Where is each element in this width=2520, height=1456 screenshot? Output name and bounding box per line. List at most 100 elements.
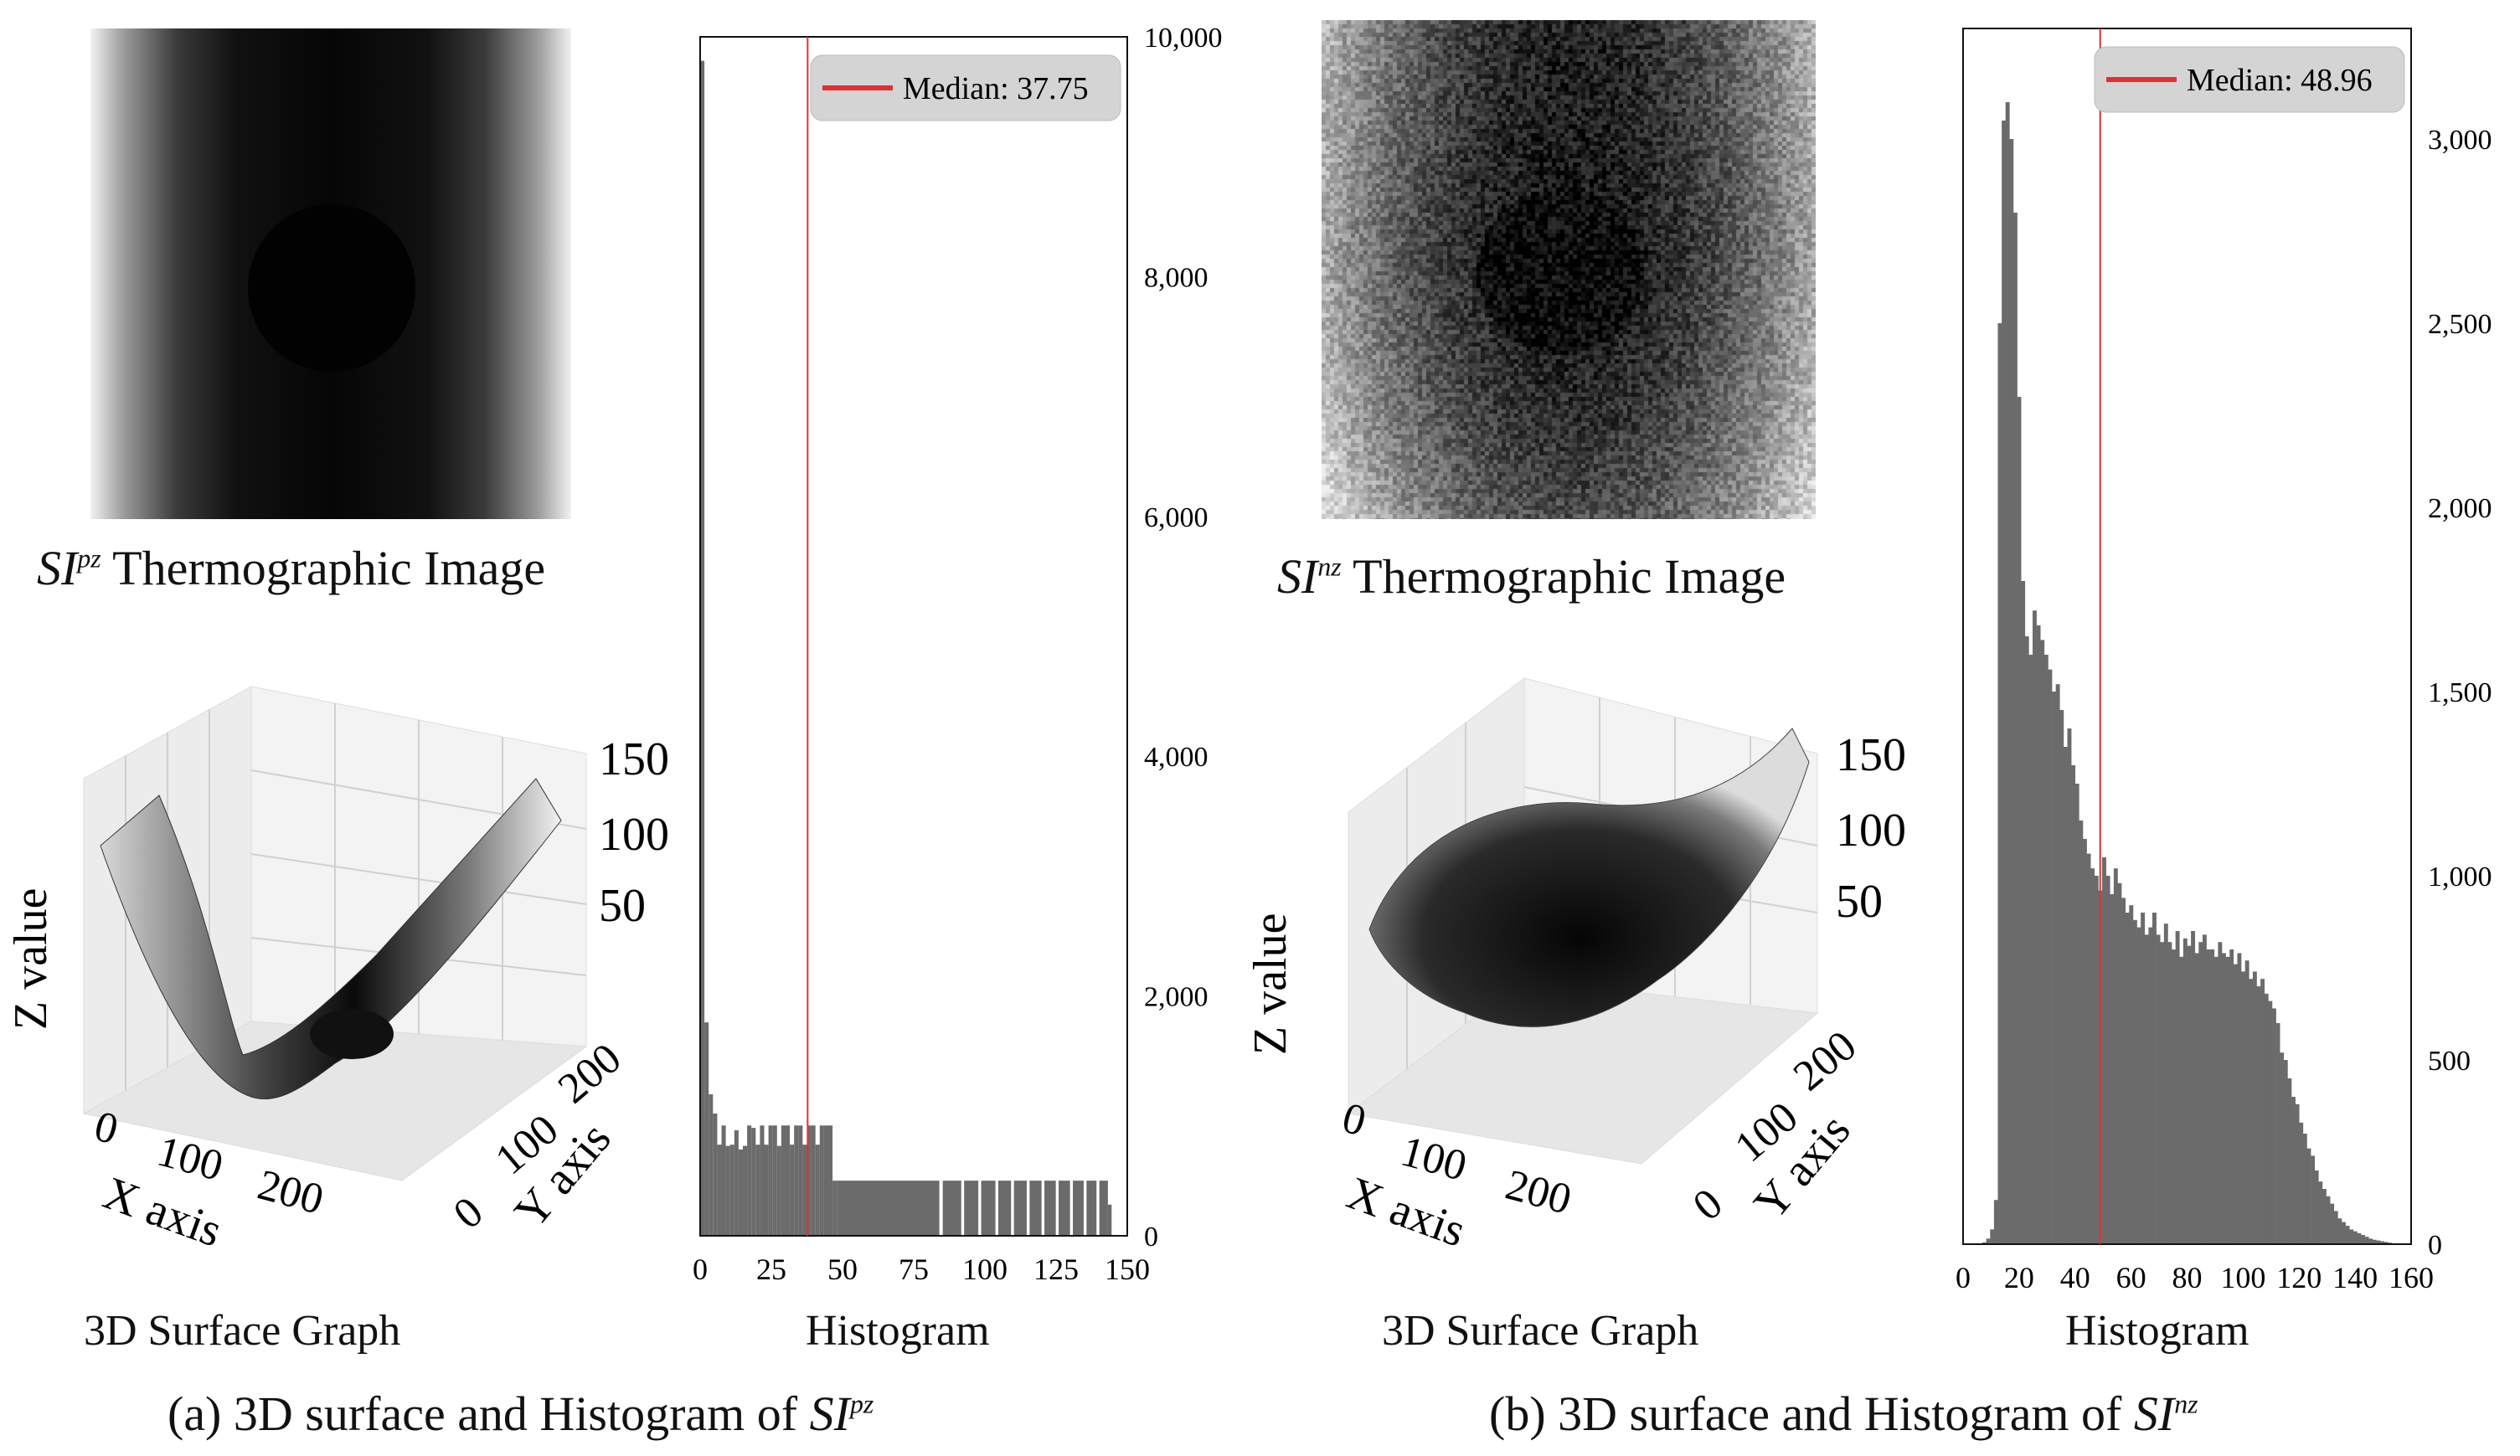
histogram-bar: [2182, 938, 2188, 1244]
histogram-bar: [2002, 121, 2007, 1244]
histogram-bar: [2260, 979, 2265, 1244]
histogram-bar: [2148, 927, 2153, 1244]
histogram-bar: [815, 1145, 820, 1236]
histogram-bar: [837, 1181, 940, 1236]
y-tick-label: 500: [2428, 1046, 2471, 1077]
histogram-bar: [751, 1128, 756, 1236]
histogram-bar: [807, 1125, 812, 1236]
histogram-bar: [2144, 934, 2149, 1244]
histogram-bar: [2275, 1023, 2280, 1244]
histogram-bar: [2376, 1240, 2381, 1244]
histogram-bar: [2380, 1241, 2385, 1244]
surface-mesh: [1368, 728, 1810, 1027]
histogram-bar: [2036, 625, 2041, 1244]
histogram-bar: [942, 1181, 961, 1236]
histogram-bar: [786, 1125, 791, 1236]
histogram-bar: [2302, 1134, 2307, 1244]
histogram-bar: [2357, 1232, 2362, 1244]
histogram-bar: [2341, 1222, 2346, 1244]
histogram-bar: [729, 1145, 734, 1236]
histogram-bar: [790, 1145, 795, 1236]
histogram-bar: [776, 1145, 781, 1236]
histogram-bar: [2074, 784, 2079, 1244]
z-tick: 150: [599, 733, 669, 785]
histogram-bar: [2052, 692, 2056, 1244]
histogram-bar: [734, 1129, 739, 1236]
y-tick-label: 2,500: [2428, 309, 2492, 340]
histogram-bar: [755, 1145, 760, 1236]
y-tick-label: 8,000: [1144, 262, 1208, 293]
histogram-bar: [2322, 1189, 2327, 1244]
histogram-bar: [2361, 1235, 2365, 1244]
histogram-bar: [2202, 934, 2207, 1244]
histogram-bar: [2210, 949, 2215, 1244]
histogram-bar: [2175, 931, 2180, 1244]
histogram-bar: [2191, 931, 2196, 1244]
histogram-label-a: Histogram: [806, 1307, 990, 1355]
histogram-bar: [1990, 1229, 1995, 1244]
histogram-bar: [1029, 1181, 1042, 1236]
histogram-bar: [2337, 1218, 2342, 1244]
histogram-bar: [2067, 728, 2072, 1244]
histogram-bar: [1013, 1181, 1027, 1236]
histogram-bar: [2102, 857, 2106, 1244]
y-tick: 0: [1684, 1180, 1732, 1230]
legend-median-label: Median: 37.75: [903, 71, 1089, 106]
histogram-bar: [2306, 1148, 2311, 1244]
histogram-bar: [981, 1181, 996, 1236]
histogram-bar: [768, 1125, 773, 1236]
x-tick-label: 60: [2116, 1261, 2146, 1294]
x-tick: 200: [253, 1161, 328, 1224]
histogram-bar: [2033, 610, 2037, 1244]
y-tick-label: 0: [2428, 1230, 2442, 1261]
histogram-bar: [794, 1125, 799, 1236]
x-tick-label: 160: [2389, 1261, 2434, 1294]
histogram-bar: [832, 1181, 837, 1236]
histogram-bar: [781, 1125, 786, 1236]
plot-frame: [699, 36, 1128, 1237]
surface-circle-bump: [310, 1009, 394, 1059]
histogram-bar: [2121, 898, 2126, 1244]
z-tick: 50: [599, 880, 646, 932]
histogram-bar: [2291, 1097, 2296, 1244]
histogram-bar: [2113, 868, 2118, 1244]
histogram-bar: [2125, 913, 2130, 1244]
y-tick-label: 6,000: [1144, 502, 1208, 533]
histogram-bar: [2163, 924, 2168, 1244]
histogram-bar: [823, 1125, 828, 1236]
histogram-bar: [743, 1145, 748, 1236]
histogram-bar: [725, 1145, 730, 1236]
x-tick-label: 40: [2060, 1261, 2090, 1294]
histogram-bar: [1059, 1181, 1070, 1236]
histogram-bar: [1982, 1242, 1987, 1244]
surface-graph-b: 150 100 50 0 100 200 0 100 200 X axis Y …: [1245, 677, 1906, 1258]
histogram-bar: [2268, 1001, 2273, 1244]
histogram-bar: [1099, 1181, 1108, 1236]
histogram-bar: [2021, 581, 2026, 1244]
histogram-bar: [828, 1125, 833, 1236]
histogram-bar: [2287, 1078, 2292, 1244]
thermo-caption-b: SInz Thermographic Image: [1277, 549, 1786, 604]
histogram-bar: [2071, 765, 2076, 1244]
surface-label-a: 3D Surface Graph: [84, 1307, 401, 1355]
histogram-bar: [2364, 1237, 2369, 1244]
histogram-bar: [2110, 894, 2115, 1244]
histogram-bar: [2024, 636, 2029, 1244]
x-tick-label: 120: [2276, 1261, 2322, 1294]
surface-graph-a: 150 100 50 0 100 200 0 100 200 X axis Y …: [5, 686, 669, 1258]
histogram-bar: [1107, 1204, 1112, 1236]
histogram-bar: [2028, 655, 2033, 1244]
histogram-bar: [2206, 949, 2211, 1244]
y-tick: 0: [445, 1188, 492, 1238]
histogram-bar: [811, 1125, 816, 1236]
histogram-bar: [2160, 942, 2165, 1244]
y-tick: 200: [1785, 1021, 1865, 1100]
histogram-bar: [1044, 1181, 1056, 1236]
histogram-bar: [2213, 956, 2219, 1244]
histogram-bar: [1993, 1200, 1998, 1244]
histogram-bar: [2179, 956, 2184, 1244]
z-tick: 150: [1836, 729, 1906, 781]
histogram-bar: [2017, 397, 2022, 1244]
histogram-bar: [2256, 986, 2261, 1244]
x-tick-label: 25: [756, 1253, 786, 1286]
